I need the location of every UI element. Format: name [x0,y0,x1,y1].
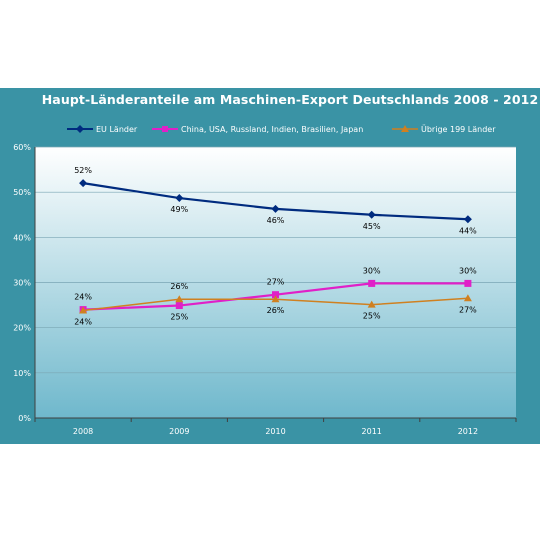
data-label-other: 27% [459,305,477,314]
data-point-eu [367,210,376,219]
x-tick-label: 2008 [73,427,93,436]
data-label-eu: 45% [363,222,381,231]
y-tick-label: 20% [13,324,31,333]
data-label-eu: 46% [267,216,285,225]
data-point-eu [271,204,280,213]
y-tick-label: 60% [13,143,31,152]
y-tick-label: 10% [13,369,31,378]
y-tick-label: 50% [13,188,31,197]
data-label-china: 30% [459,266,477,275]
data-label-china: 25% [170,313,188,322]
y-tick-label: 40% [13,233,31,242]
legend-marker-eu [67,125,93,133]
x-tick-label: 2011 [362,427,382,436]
data-label-other: 26% [170,282,188,291]
chart-title: Haupt-Länderanteile am Maschinen-Export … [41,92,539,107]
legend-label-eu: EU Länder [96,124,138,134]
data-label-other: 24% [74,318,92,327]
legend-item-other: Übrige 199 Länder [392,122,496,136]
data-point-other [367,300,376,308]
y-tick-label: 30% [13,279,31,288]
x-tick-label: 2009 [169,427,189,436]
data-label-china: 24% [74,293,92,302]
data-point-china [368,279,376,287]
legend-item-china: China, USA, Russland, Indien, Brasilien,… [152,122,363,136]
y-tick-label: 0% [18,414,31,423]
legend-label-other: Übrige 199 Länder [421,124,496,134]
data-point-other [463,294,472,302]
x-tick-label: 2012 [458,427,478,436]
data-label-eu: 52% [74,166,92,175]
data-point-other [175,295,184,303]
data-point-china [464,279,472,287]
legend-marker-other [392,125,418,132]
legend-marker-china [152,126,178,132]
legend-item-eu: EU Länder [67,122,137,136]
data-label-other: 25% [363,312,381,321]
legend: EU Länder China, USA, Russland, Indien, … [0,122,540,136]
data-point-other [271,295,280,303]
data-label-eu: 44% [459,226,477,235]
data-point-china [175,302,183,310]
data-label-china: 27% [267,278,285,287]
data-point-other [79,306,88,314]
legend-label-china: China, USA, Russland, Indien, Brasilien,… [181,124,364,134]
data-point-eu [79,179,88,188]
data-point-eu [175,194,184,203]
data-point-eu [463,215,472,224]
data-label-other: 26% [267,306,285,315]
data-point-china [272,291,279,299]
data-label-eu: 49% [170,205,188,214]
data-label-china: 30% [363,266,381,275]
x-tick-label: 2010 [265,427,285,436]
